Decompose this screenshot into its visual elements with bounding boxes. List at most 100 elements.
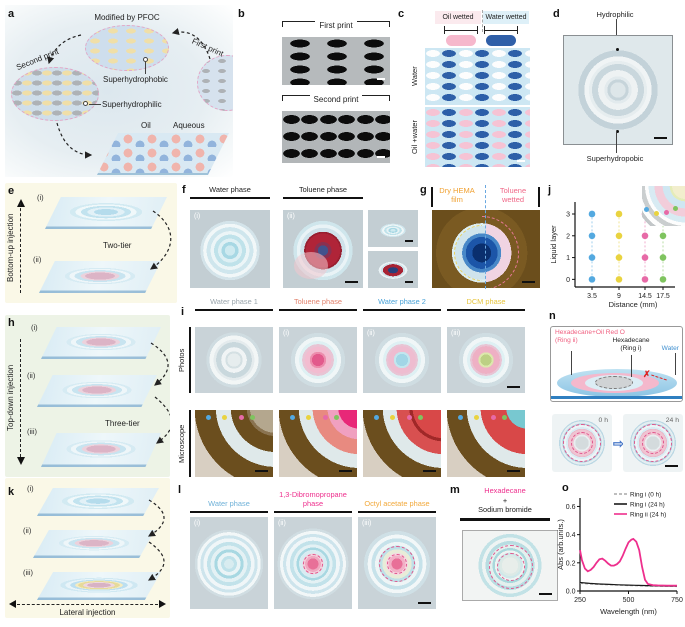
panel-label-f: f xyxy=(182,184,186,196)
plate-step-i xyxy=(41,327,161,359)
side-view-water-photo xyxy=(368,210,418,247)
toluene-wetted-label: Toluene wetted xyxy=(489,186,537,204)
hema-microscope-photo xyxy=(432,210,540,288)
superhydrophobic-label: Superhydrophobic xyxy=(103,75,168,84)
panel-h-top-down: h Top-down injection (i) (ii) Three-tier… xyxy=(5,315,170,477)
panel-label-c: c xyxy=(398,8,404,20)
panel-k-lateral: k (i) (ii) (iii) Lateral injection xyxy=(5,478,170,618)
superhydrophilic-leader xyxy=(89,104,101,105)
modified-stamp-ellipse xyxy=(85,25,169,71)
step-i-label: (i) xyxy=(37,193,44,202)
hydrophilic-dot xyxy=(616,48,619,51)
l-header-octyl-acetate: Octyl acetate phase xyxy=(358,484,436,513)
first-print-photo xyxy=(282,37,390,85)
svg-text:0.0: 0.0 xyxy=(566,589,576,596)
panel-l-lateral-photos: l Water phase 1,3-Dibromopropane phase O… xyxy=(175,480,443,620)
toluene-phase-header: Toluene phase xyxy=(283,186,363,199)
n-photo-0h: 0 h xyxy=(552,414,612,472)
svg-text:250: 250 xyxy=(574,597,586,604)
svg-text:Ring i (24 h): Ring i (24 h) xyxy=(630,502,665,509)
plate-step-iii xyxy=(37,572,161,600)
plate-step-i xyxy=(37,488,159,516)
panel-a-schematic: a Modified by PFOC First print Second pr… xyxy=(5,5,233,177)
superhydrophobic-leader xyxy=(616,131,617,153)
svg-text:Wavelength (nm): Wavelength (nm) xyxy=(600,607,657,616)
lateral-axis-label: Lateral injection xyxy=(35,608,140,617)
oil-wetted-header: Oil wetted xyxy=(435,11,481,24)
svg-text:Ring i (0 h): Ring i (0 h) xyxy=(630,492,661,499)
hydrophilic-leader xyxy=(616,19,617,35)
microscope-toluene xyxy=(279,410,357,477)
panel-label-o: o xyxy=(562,482,569,494)
i-header-water2: Water phase 2 xyxy=(363,298,441,311)
plate-step-ii xyxy=(39,261,161,293)
water-row-label: Water xyxy=(410,48,419,105)
panel-label-d: d xyxy=(553,8,560,20)
modified-by-pfoc-label: Modified by PFOC xyxy=(67,13,187,22)
first-print-bracket: First print xyxy=(282,21,390,30)
svg-text:0.4: 0.4 xyxy=(566,532,576,539)
second-print-caption: Second print xyxy=(314,95,359,104)
photo-water2: (ii) xyxy=(363,327,441,393)
i-header-water1: Water phase 1 xyxy=(195,298,273,311)
superhydrophilic-marker xyxy=(83,101,88,106)
water-wetted-pill xyxy=(486,35,516,46)
panel-c-wetting: c Oil wetted Water wetted Water Oil +wat… xyxy=(398,5,534,177)
panel-label-m: m xyxy=(450,484,460,496)
patterned-droplet-plate xyxy=(97,133,229,175)
svg-text:Liquid layer: Liquid layer xyxy=(549,225,558,264)
toluene-phase-photo: (ii) xyxy=(283,210,363,288)
microscope-dcm xyxy=(447,410,525,477)
svg-text:0: 0 xyxy=(566,277,570,284)
panel-label-n: n xyxy=(549,310,556,322)
panel-label-a: a xyxy=(8,8,14,20)
panel-label-j: j xyxy=(548,184,551,196)
svg-text:Ring ii (24 h): Ring ii (24 h) xyxy=(630,512,666,519)
dry-hema-label: Dry HEMA film xyxy=(433,186,481,204)
superhydrophobic-label: Superhydropobic xyxy=(565,154,665,163)
lateral-axis xyxy=(17,604,158,605)
plate-step-i xyxy=(45,197,167,229)
m-photo xyxy=(462,530,558,601)
oil-wetted-pill xyxy=(446,35,476,46)
bottom-up-arrowhead xyxy=(17,195,25,207)
svg-text:0.2: 0.2 xyxy=(566,560,576,567)
svg-text:3: 3 xyxy=(566,211,570,218)
plate-step-ii xyxy=(33,530,155,558)
i-header-toluene: Toluene phase xyxy=(279,298,357,311)
svg-text:2: 2 xyxy=(566,233,570,240)
panel-label-b: b xyxy=(238,8,245,20)
l-header-water: Water phase xyxy=(190,484,268,513)
n-water-label: Water xyxy=(662,345,679,352)
first-print-stamp-ellipse xyxy=(197,55,233,111)
panel-label-l: l xyxy=(178,484,181,496)
oil-label: Oil xyxy=(141,121,151,130)
plate-step-ii xyxy=(37,375,157,407)
svg-text:0.6: 0.6 xyxy=(566,504,576,511)
panel-b-prints: b First print Second print xyxy=(238,5,402,177)
panel-g-hema: g Dry HEMA film Toluene wetted xyxy=(420,182,544,310)
photo-water1 xyxy=(195,327,273,393)
l-header-dibromopropane: 1,3-Dibromopropane phase xyxy=(274,484,352,513)
panel-i-three-tier-photos: i Water phase 1 Toluene phase Water phas… xyxy=(175,296,523,480)
half-divider-dashed xyxy=(485,185,486,289)
panel-m-hexadecane: m Hexadecane + Sodium bromide xyxy=(445,480,560,620)
panel-e-bottom-up: e Bottom-up injection (i) Two-tier (ii) xyxy=(5,183,177,303)
panel-label-h: h xyxy=(8,317,15,329)
water-pill-measure xyxy=(484,26,518,34)
panel-n-stability: n Hexadecane+Oil Red O (Ring ii) Hexadec… xyxy=(525,296,685,480)
oil-water-row-label: Oil +water xyxy=(410,107,419,167)
panel-label-e: e xyxy=(8,185,14,197)
water-phase-header: Water phase xyxy=(190,186,270,199)
substrate-edge xyxy=(551,396,682,399)
ring-i-label: Hexadecane (Ring i) xyxy=(607,337,655,353)
microscope-water2 xyxy=(363,410,441,477)
photo-dcm: (iii) xyxy=(447,327,525,393)
wetting-divider xyxy=(482,10,483,32)
water-droplet-grid xyxy=(425,48,530,105)
two-tier-label: Two-tier xyxy=(103,241,131,250)
toluene-wedge xyxy=(294,252,328,279)
